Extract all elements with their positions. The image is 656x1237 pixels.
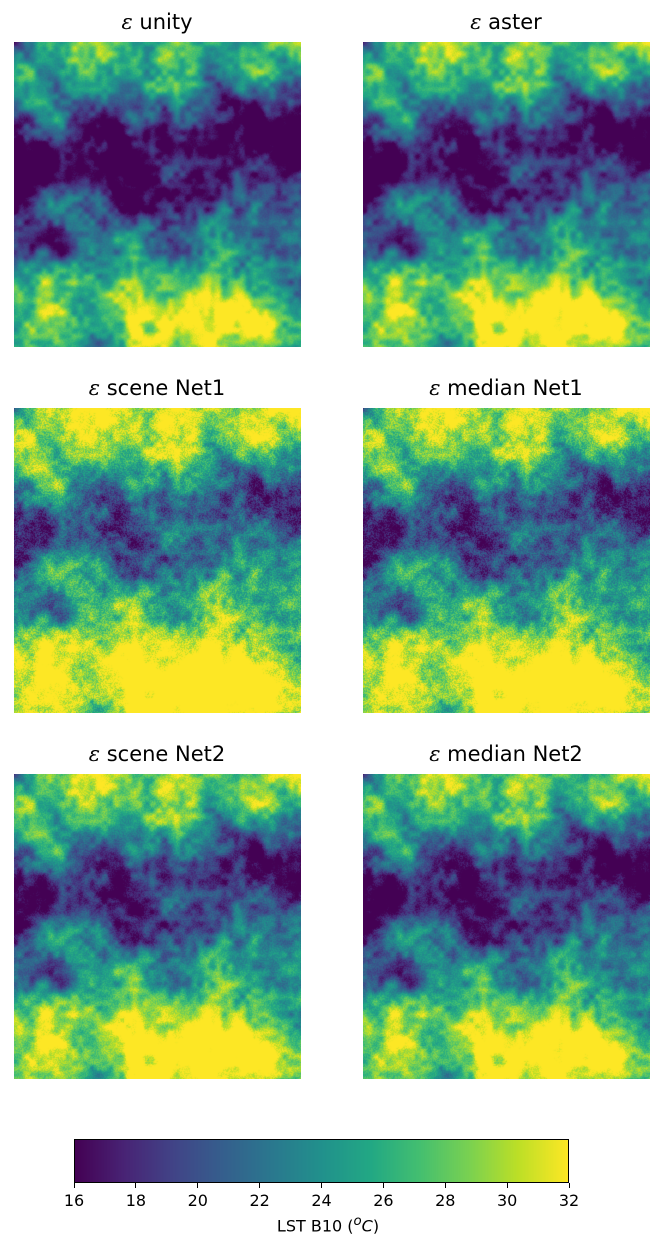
colorbar-tick-label: 16 — [63, 1191, 85, 1210]
colorbar-tickmark — [259, 1183, 261, 1188]
colorbar-label-close: ) — [372, 1216, 380, 1236]
colorbar-tickmark — [73, 1183, 75, 1188]
colorbar-tick-label: 30 — [496, 1191, 518, 1210]
epsilon-symbol: ε — [429, 376, 441, 400]
panel-title: ε aster — [356, 10, 656, 34]
colorbar-tick-label: 24 — [311, 1191, 332, 1210]
panel-title: ε scene Net2 — [7, 742, 307, 766]
colorbar-tickmark — [197, 1183, 199, 1188]
colorbar-label-unit: C — [361, 1216, 373, 1236]
colorbar-label-main: LST B10 ( — [276, 1216, 354, 1236]
panel-title-text: aster — [488, 10, 542, 34]
epsilon-symbol: ε — [429, 742, 441, 766]
colorbar-tickmark — [135, 1183, 137, 1188]
panel-title-text: scene Net1 — [106, 376, 226, 400]
heatmap-median-net2 — [363, 774, 650, 1079]
epsilon-symbol: ε — [121, 10, 133, 34]
panel-title-text: median Net1 — [447, 376, 583, 400]
colorbar-tick-label: 20 — [187, 1191, 208, 1210]
panel-title-text: scene Net2 — [106, 742, 226, 766]
colorbar-tick-label: 26 — [373, 1191, 394, 1210]
panel-title: ε median Net1 — [356, 376, 656, 400]
panel-title-text: unity — [139, 10, 193, 34]
colorbar-tickmark — [444, 1183, 446, 1188]
panel-title: ε scene Net1 — [7, 376, 307, 400]
heatmap-scene-net1 — [14, 408, 301, 713]
colorbar-tickmark — [506, 1183, 508, 1188]
colorbar — [74, 1139, 569, 1183]
colorbar-tick-label: 28 — [435, 1191, 456, 1210]
heatmap-unity — [14, 42, 301, 347]
heatmap-median-net1 — [363, 408, 650, 713]
epsilon-symbol: ε — [88, 376, 101, 400]
colorbar-tickmark — [382, 1183, 384, 1188]
colorbar-label: LST B10 (oC) — [0, 1214, 656, 1235]
heatmap-scene-net2 — [14, 774, 301, 1079]
panel-title: ε median Net2 — [356, 742, 656, 766]
colorbar-tickmark — [568, 1183, 570, 1188]
panel-title-text: median Net2 — [447, 742, 583, 766]
colorbar-tick-label: 18 — [125, 1191, 147, 1210]
colorbar-tickmark — [321, 1183, 322, 1188]
epsilon-symbol: ε — [88, 742, 101, 766]
colorbar-tick-label: 22 — [249, 1191, 270, 1210]
panel-title: ε unity — [7, 10, 307, 34]
colorbar-label-sup: o — [353, 1214, 362, 1229]
colorbar-tick-label: 32 — [558, 1191, 580, 1210]
heatmap-aster — [363, 42, 650, 347]
epsilon-symbol: ε — [470, 10, 482, 34]
